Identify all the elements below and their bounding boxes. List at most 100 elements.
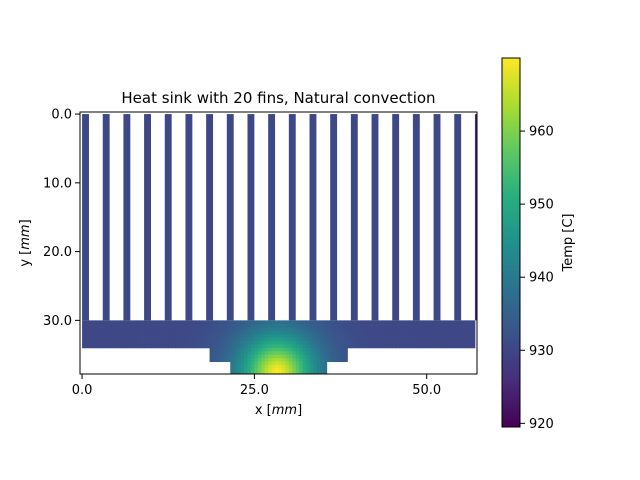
heat-cell: [433, 323, 438, 328]
heat-cell: [116, 344, 121, 349]
heat-cell: [192, 337, 197, 342]
fin: [185, 114, 193, 321]
heat-cell: [285, 365, 290, 369]
heat-cell: [402, 334, 407, 338]
heat-cell: [385, 340, 390, 345]
heat-cell: [285, 327, 290, 332]
heat-cell: [199, 337, 204, 342]
heat-cell: [464, 340, 469, 345]
heat-cell: [461, 320, 465, 325]
heat-cell: [292, 358, 297, 363]
heat-cell: [102, 320, 107, 325]
fin: [206, 114, 214, 321]
heat-cell: [343, 344, 348, 349]
heat-cell: [306, 351, 310, 356]
heat-cell: [137, 334, 142, 338]
heat-cell: [219, 340, 224, 345]
heat-cell: [326, 354, 331, 359]
heat-cell: [326, 330, 331, 335]
heat-cell: [109, 337, 114, 342]
heat-cell: [316, 347, 321, 352]
heat-cell: [326, 320, 331, 325]
heat-cell: [399, 344, 403, 349]
heat-cell: [233, 361, 238, 366]
heat-cell: [92, 327, 97, 332]
heat-cell: [178, 340, 183, 345]
heat-cell: [119, 334, 124, 338]
heat-cell: [312, 323, 317, 328]
heat-cell: [437, 334, 441, 338]
heat-cell: [326, 351, 331, 356]
heat-cell: [188, 323, 193, 328]
heat-cell: [281, 340, 286, 345]
heat-cell: [306, 337, 310, 342]
heat-cell: [406, 323, 410, 328]
heat-cell: [223, 330, 228, 335]
fin: [330, 114, 338, 321]
heat-cell: [268, 354, 273, 359]
heat-cell: [385, 344, 390, 349]
colorbar-tick-label: 960: [529, 125, 554, 140]
heat-cell: [278, 368, 283, 373]
heat-cell: [319, 344, 324, 349]
heat-cell: [423, 320, 428, 325]
heat-cell: [119, 344, 124, 349]
heat-cell: [247, 340, 252, 345]
heat-cell: [278, 347, 283, 352]
heat-cell: [402, 337, 407, 342]
heat-cell: [109, 330, 114, 335]
heat-cell: [437, 340, 441, 345]
heat-cell: [85, 344, 90, 349]
heat-cell: [144, 323, 148, 328]
heat-cell: [457, 337, 462, 342]
heat-cell: [240, 358, 245, 363]
heat-cell: [192, 340, 197, 345]
heat-cell: [264, 358, 269, 363]
heat-cell: [433, 340, 438, 345]
heat-cell: [223, 351, 228, 356]
heat-cell: [312, 361, 317, 366]
heat-cell: [147, 340, 152, 345]
heat-cell: [399, 337, 403, 342]
heat-cell: [268, 361, 273, 366]
heat-cell: [244, 365, 248, 369]
heat-cell: [126, 327, 131, 332]
heat-cell: [137, 340, 142, 345]
heat-cell: [223, 358, 228, 363]
heat-cell: [357, 330, 362, 335]
heat-cell: [192, 320, 197, 325]
heat-cell: [244, 340, 248, 345]
heat-cell: [323, 361, 328, 366]
heat-cell: [123, 323, 128, 328]
heat-cell: [195, 323, 200, 328]
heat-cell: [443, 327, 448, 332]
heat-cell: [109, 327, 114, 332]
heat-cell: [195, 344, 200, 349]
heat-cell: [216, 320, 221, 325]
heat-cell: [374, 340, 379, 345]
heat-cell: [319, 358, 324, 363]
heat-cell: [371, 330, 376, 335]
heat-cell: [257, 354, 262, 359]
heat-cell: [257, 365, 262, 369]
heat-cell: [130, 337, 135, 342]
heat-cell: [237, 327, 241, 332]
heat-cell: [275, 358, 279, 363]
heat-cell: [392, 334, 397, 338]
heat-cell: [171, 327, 176, 332]
heat-cell: [395, 337, 400, 342]
heat-cell: [288, 337, 293, 342]
heat-cell: [185, 330, 190, 335]
heat-cell: [168, 330, 173, 335]
heat-cell: [378, 323, 383, 328]
heat-cell: [182, 344, 186, 349]
heat-cell: [268, 344, 273, 349]
heat-cell: [147, 320, 152, 325]
heat-cell: [88, 337, 93, 342]
heat-cell: [168, 337, 173, 342]
heat-cell: [237, 368, 241, 373]
heat-cell: [412, 320, 417, 325]
heat-cell: [161, 340, 166, 345]
heat-cell: [206, 334, 210, 338]
heat-cell: [299, 340, 304, 345]
